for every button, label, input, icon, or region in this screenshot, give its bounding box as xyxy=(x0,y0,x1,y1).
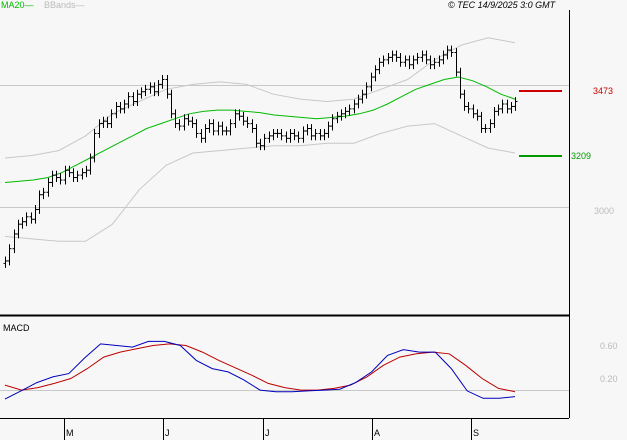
x-axis-ticks xyxy=(64,419,472,440)
x-label-jul: J xyxy=(265,428,270,438)
macd-label-020: 0.20 xyxy=(600,374,618,384)
legend-ma20: MA20 xyxy=(1,0,25,10)
x-label-may: M xyxy=(66,428,74,438)
y-axis-label-3000: 3000 xyxy=(594,206,615,216)
macd-lines xyxy=(4,340,516,400)
resistance-label: 3473 xyxy=(593,86,614,96)
x-label-aug: A xyxy=(374,428,381,438)
macd-title: MACD xyxy=(3,323,30,333)
legend-bbands-swatch: — xyxy=(75,0,85,10)
macd-label-060: 0.60 xyxy=(600,341,618,351)
legend-bbands: BBands xyxy=(44,0,76,10)
support-label: 3209 xyxy=(571,151,592,161)
ma20-line xyxy=(4,76,516,183)
chart-legend: MA20— BBands— xyxy=(1,0,85,10)
copyright-timestamp: © TEC 14/9/2025 3:0 GMT xyxy=(448,0,556,10)
x-label-sep: S xyxy=(473,428,480,438)
x-label-jun: J xyxy=(165,428,170,438)
legend-ma20-swatch: — xyxy=(24,0,34,10)
ohlc-bars xyxy=(3,45,518,268)
